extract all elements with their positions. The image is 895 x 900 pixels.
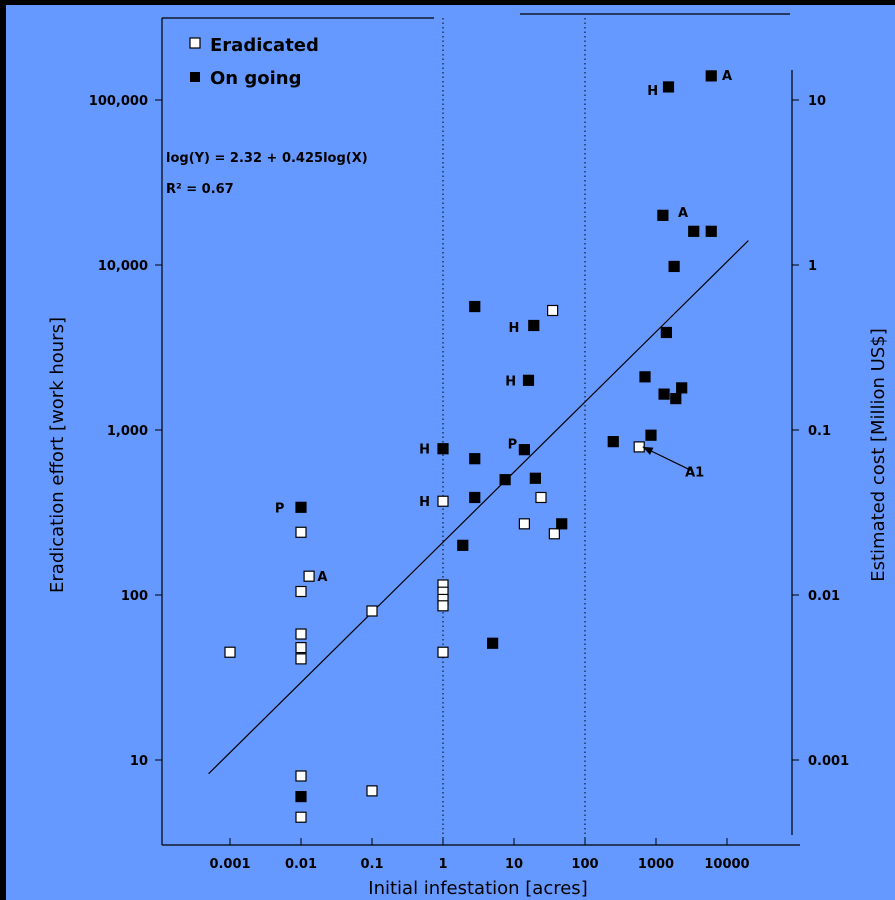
y2-axis-label: Estimated cost [Million US$] <box>868 328 889 582</box>
ongoing-point-26 <box>705 70 717 82</box>
x-tick-label-2: 0.1 <box>360 857 383 872</box>
regression-line <box>208 240 749 775</box>
plot-frame <box>161 13 800 846</box>
eradicated-point-1 <box>295 526 307 538</box>
y-tick-label-4: 100,000 <box>89 94 148 109</box>
y2-tick-labels: 0.001 0.01 0.1 1 10 <box>808 94 849 769</box>
ongoing-point-5 <box>469 453 481 465</box>
annotation-label-10: A1 <box>685 466 704 481</box>
x-tick-labels: 0.001 0.01 0.1 1 10 100 1000 10000 <box>209 857 749 872</box>
y2-tick-label-4: 10 <box>808 94 826 109</box>
x-tick-label-3: 1 <box>438 857 447 872</box>
y-tick-labels: 10 100 1,000 10,000 100,000 <box>89 94 148 769</box>
y-tick-label-3: 10,000 <box>98 259 148 274</box>
ongoing-point-7 <box>487 637 499 649</box>
y2-tick-label-0: 0.001 <box>808 754 849 769</box>
ongoing-point-15 <box>639 371 651 383</box>
data-points <box>224 70 717 823</box>
ongoing-point-23 <box>676 382 688 394</box>
reference-lines <box>442 18 586 845</box>
ongoing-point-21 <box>668 260 680 273</box>
eradicated-point-0 <box>224 646 236 658</box>
annotation-label-0: P <box>275 501 285 516</box>
ongoing-point-1 <box>295 791 307 803</box>
eradicated-point-15 <box>437 600 449 612</box>
ongoing-point-24 <box>688 225 700 237</box>
regression-line-group <box>208 240 749 775</box>
ongoing-point-19 <box>660 326 672 339</box>
annotation-label-9: A <box>678 206 688 221</box>
ongoing-point-13 <box>556 518 568 530</box>
ongoing-point-2 <box>437 443 449 455</box>
eradicated-point-19 <box>547 304 559 317</box>
y2-tick-label-3: 1 <box>808 259 817 274</box>
eradicated-point-16 <box>437 646 449 658</box>
ongoing-point-4 <box>469 300 481 313</box>
eradicated-point-5 <box>295 653 307 665</box>
eradicated-point-11 <box>437 495 449 507</box>
ongoing-point-25 <box>705 225 717 237</box>
ongoing-point-9 <box>518 444 530 456</box>
y2-tick-label-1: 0.01 <box>808 589 840 604</box>
annotation-label-2: H <box>419 443 430 458</box>
annotation-label-6: H <box>505 374 516 389</box>
eradicated-point-3 <box>295 628 307 640</box>
y-axis-label: Eradication effort [work hours] <box>47 317 68 593</box>
ongoing-point-6 <box>469 491 481 504</box>
eradicated-point-17 <box>518 518 530 530</box>
eradicated-point-8 <box>303 570 315 582</box>
x-tick-label-1: 0.01 <box>285 857 317 872</box>
eradicated-point-7 <box>295 811 307 823</box>
eradicated-point-18 <box>535 491 547 504</box>
x-tick-label-6: 1000 <box>638 857 674 872</box>
eradicated-point-4 <box>295 641 307 654</box>
eradicated-point-9 <box>366 605 378 617</box>
eradicated-point-6 <box>295 770 307 782</box>
ongoing-point-10 <box>522 374 535 386</box>
legend-label-ongoing: On going <box>210 68 302 89</box>
y2-tick-label-2: 0.1 <box>808 424 831 439</box>
y-tick-label-2: 1,000 <box>107 424 148 439</box>
ongoing-point-8 <box>499 474 511 486</box>
annotation-label-1: A <box>317 570 327 585</box>
regression-equation: log(Y) = 2.32 + 0.425log(X) <box>166 151 368 166</box>
annotation-label-4: P <box>508 437 518 452</box>
y-tick-label-0: 10 <box>130 754 148 769</box>
eradicated-point-20 <box>548 528 560 540</box>
ongoing-point-17 <box>657 209 669 221</box>
x-tick-label-0: 0.001 <box>209 857 250 872</box>
ongoing-point-20 <box>662 81 675 93</box>
y-tick-label-1: 100 <box>121 589 148 604</box>
axis-ticks <box>155 99 799 845</box>
x-tick-label-7: 10000 <box>704 857 749 872</box>
ongoing-point-18 <box>658 388 670 400</box>
plot-background <box>6 5 895 900</box>
annotation-label-8: A <box>722 69 732 84</box>
legend-label-eradicated: Eradicated <box>210 35 319 56</box>
annotation-label-5: H <box>509 321 520 336</box>
x-tick-label-4: 10 <box>505 857 523 872</box>
annotation-label-7: H <box>647 84 658 99</box>
ongoing-point-22 <box>670 392 682 405</box>
annotation-arrowhead <box>642 446 654 455</box>
legend-marker-eradicated <box>189 37 201 49</box>
eradicated-point-21 <box>633 441 645 453</box>
x-axis-label: Initial infestation [acres] <box>368 878 587 899</box>
point-annotations: P A H H P H H H A A A1 <box>275 69 732 585</box>
eradicated-point-2 <box>295 585 307 598</box>
x-tick-label-5: 100 <box>571 857 598 872</box>
ongoing-point-0 <box>295 501 307 513</box>
ongoing-point-16 <box>645 429 657 441</box>
legend-marker-ongoing <box>190 72 200 82</box>
eradicated-point-10 <box>366 785 378 797</box>
ongoing-point-3 <box>457 539 469 551</box>
ongoing-point-14 <box>607 436 619 448</box>
annotation-label-3: H <box>419 495 430 510</box>
legend: Eradicated On going <box>189 35 319 89</box>
ongoing-point-12 <box>529 472 541 484</box>
ongoing-point-11 <box>528 319 540 332</box>
r-squared-label: R² = 0.67 <box>166 182 234 197</box>
